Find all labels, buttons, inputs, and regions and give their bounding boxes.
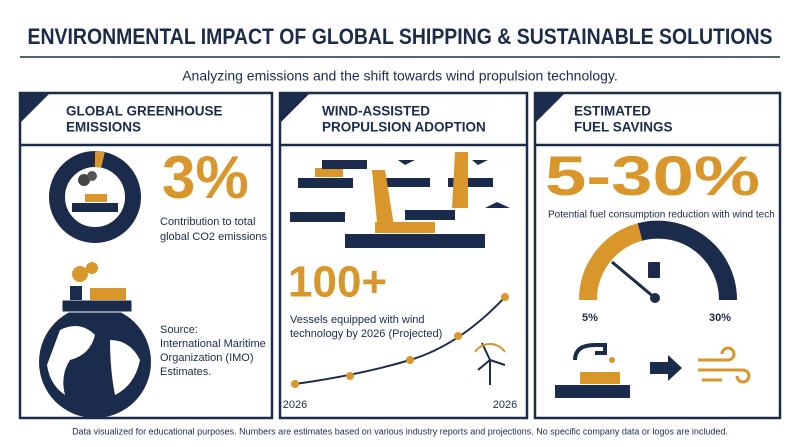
gauge-label: 5% [582, 312, 598, 324]
source: Estimates. [160, 366, 211, 378]
ship-icons [290, 152, 510, 248]
subtitle: Analyzing emissions and the shift toward… [182, 68, 618, 84]
source: Source: [160, 324, 198, 336]
panel-title: GLOBAL GREENHOUSE [66, 104, 223, 119]
panel-title: WIND-ASSISTED [322, 104, 430, 119]
axis-label: 2026 [493, 399, 517, 411]
description: Potential fuel consumption reduction wit… [548, 210, 775, 221]
source: International Maritime [160, 338, 266, 350]
corner-triangles [20, 93, 565, 123]
donut-icon [49, 151, 141, 243]
panel-title: FUEL SAVINGS [574, 120, 673, 135]
description: global CO2 emissions [160, 231, 267, 243]
stat: 100+ [288, 258, 387, 307]
turbine-icon [474, 342, 506, 385]
gauge-label: 30% [709, 312, 731, 324]
panel-title: ESTIMATED [574, 104, 651, 119]
panel-frames [18, 91, 782, 420]
page-title: ENVIRONMENTAL IMPACT OF GLOBAL SHIPPING … [28, 24, 773, 49]
description: Vessels equipped with wind [290, 314, 425, 326]
footer: Data visualized for educational purposes… [72, 426, 728, 436]
globe-icon [39, 262, 151, 418]
stat: 3% [162, 144, 249, 211]
panel-title: PROPULSION ADOPTION [322, 120, 486, 135]
trend-line [291, 293, 509, 388]
panel-title: EMISSIONS [66, 120, 141, 135]
fuel-wind-icons [555, 343, 751, 398]
source: Organization (IMO) [160, 352, 254, 364]
stat: 5-30% [545, 144, 760, 207]
gauge-icon [578, 220, 738, 303]
description: Contribution to total [160, 216, 255, 228]
axis-label: 2026 [283, 399, 307, 411]
description: technology by 2026 (Projected) [290, 328, 442, 340]
